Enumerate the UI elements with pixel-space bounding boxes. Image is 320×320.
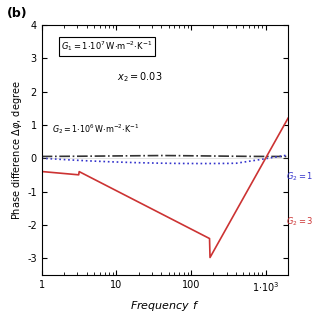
Text: $x_2 = 0.03$: $x_2 = 0.03$ — [117, 70, 163, 84]
Text: (b): (b) — [7, 7, 28, 20]
Text: $G_1 = 1{\cdot}10^7\,\mathrm{W{\cdot}m^{-2}{\cdot}K^{-1}}$: $G_1 = 1{\cdot}10^7\,\mathrm{W{\cdot}m^{… — [61, 39, 153, 53]
Text: $G_2 = 3$: $G_2 = 3$ — [286, 216, 313, 228]
Y-axis label: Phase difference $\Delta\varphi$, degree: Phase difference $\Delta\varphi$, degree — [10, 80, 24, 220]
Text: $G_2 = 1$: $G_2 = 1$ — [286, 171, 313, 183]
X-axis label: Frequency $f$: Frequency $f$ — [130, 299, 200, 313]
Text: $G_2 = 1{\cdot}10^6\,\mathrm{W{\cdot}m^{-2}{\cdot}K^{-1}}$: $G_2 = 1{\cdot}10^6\,\mathrm{W{\cdot}m^{… — [52, 122, 139, 136]
